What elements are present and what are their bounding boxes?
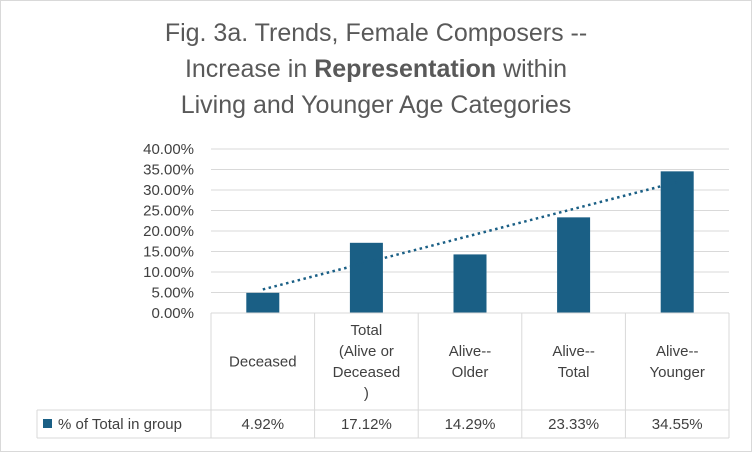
- category-label: Alive--: [552, 343, 595, 360]
- category-label: (Alive or: [339, 343, 394, 360]
- category-label: Deceased: [229, 354, 297, 371]
- category-label: Younger: [650, 364, 705, 381]
- bar: [246, 292, 280, 313]
- data-label: 4.92%: [242, 416, 285, 433]
- title-line-1: Fig. 3a. Trends, Female Composers --: [164, 19, 588, 47]
- title-line-3: Living and Younger Age Categories: [180, 91, 572, 119]
- bars: [246, 171, 694, 313]
- bar: [349, 242, 383, 313]
- y-tick-label: 40.00%: [143, 141, 194, 158]
- bar: [660, 171, 694, 313]
- data-label: 14.29%: [445, 416, 496, 433]
- legend-key: [43, 419, 52, 428]
- category-label: Alive--: [656, 343, 699, 360]
- y-axis-tick-labels: 0.00% 5.00% 10.00% 15.00% 20.00% 25.00% 30.00%…: [143, 141, 194, 322]
- y-tick-label: 0.00%: [151, 305, 194, 322]
- y-tick-label: 5.00%: [151, 285, 194, 302]
- y-tick-label: 15.00%: [143, 244, 194, 261]
- title-line-2: Increase in Representation within: [0, 51, 752, 87]
- category-label: Total: [351, 322, 383, 339]
- category-label: Total: [558, 364, 590, 381]
- data-table: Deceased Total (Alive or Deceased) Alive-- Ol…: [36, 312, 730, 439]
- category-label: Older: [452, 364, 489, 381]
- bar: [453, 254, 487, 313]
- category-label: Alive--: [449, 343, 492, 360]
- y-tick-label: 35.00%: [143, 162, 194, 179]
- data-label: 17.12%: [341, 416, 392, 433]
- y-tick-label: 10.00%: [143, 264, 194, 281]
- chart-title: Fig. 3a. Trends, Female Composers -- Inc…: [0, 15, 752, 123]
- category-label: Deceased: [333, 364, 401, 381]
- y-tick-label: 20.00%: [143, 223, 194, 240]
- title-emphasis: Representation: [314, 55, 497, 83]
- data-label: 34.55%: [652, 416, 703, 433]
- bar: [557, 217, 591, 313]
- data-label: 23.33%: [548, 416, 599, 433]
- category-label: ): [364, 385, 369, 402]
- gridlines: [211, 148, 729, 293]
- y-tick-label: 25.00%: [143, 203, 194, 220]
- title-line-2-start: Increase in: [184, 55, 315, 83]
- legend-series-name: % of Total in group: [58, 416, 182, 433]
- title-line-2-end: within: [496, 55, 568, 83]
- y-tick-label: 30.00%: [143, 182, 194, 199]
